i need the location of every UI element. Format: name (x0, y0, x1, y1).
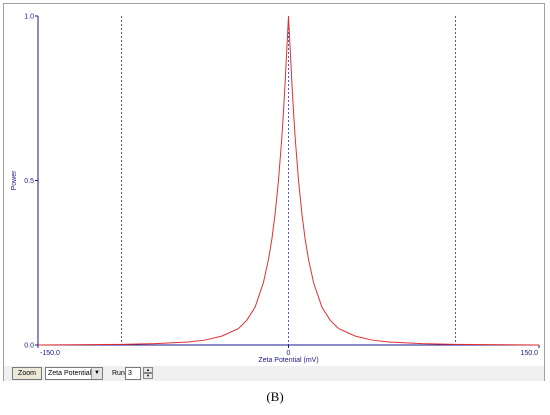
toolbar: Zoom Zeta Potential ▼ Run 3 ▲ ▼ (4, 366, 544, 381)
measurement-select-value: Zeta Potential (48, 370, 92, 377)
x-tick-label-2: 150.0 (520, 350, 538, 357)
spinner-up-icon[interactable]: ▲ (143, 367, 153, 373)
plot-area: 0.0 0.5 1.0 -150.0 0 150.0 Zeta Potential (mV)… (4, 4, 544, 366)
y-tick-label-2: 1.0 (24, 14, 34, 21)
y-axis-label: Power (11, 170, 18, 191)
y-tick-label-1: 0.5 (24, 178, 34, 185)
zoom-button[interactable]: Zoom (12, 367, 42, 380)
app-window: 0.0 0.5 1.0 -150.0 0 150.0 Zeta Potential (mV)… (3, 3, 545, 381)
measurement-select[interactable]: Zeta Potential ▼ (45, 367, 103, 380)
figure-caption: (B) (266, 389, 284, 404)
x-axis-label: Zeta Potential (mV) (258, 357, 318, 364)
chevron-down-icon[interactable]: ▼ (91, 368, 102, 379)
spinner-down-icon[interactable]: ▼ (143, 373, 153, 379)
x-tick-label-1: 0 (287, 350, 291, 357)
run-spinner[interactable]: ▲ ▼ (143, 367, 153, 380)
zeta-potential-chart: 0.0 0.5 1.0 -150.0 0 150.0 Zeta Potential (mV)… (11, 14, 540, 364)
run-label: Run (112, 370, 125, 377)
run-input[interactable]: 3 (125, 367, 141, 380)
y-tick-label-0: 0.0 (24, 343, 34, 350)
series-line-0 (37, 15, 540, 346)
x-tick-label-0: -150.0 (40, 350, 60, 357)
